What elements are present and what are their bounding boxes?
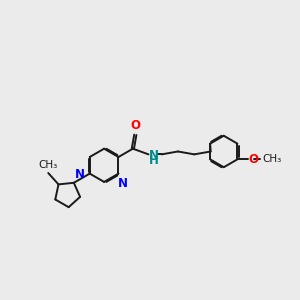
Text: H: H [149,154,159,167]
Text: N: N [75,168,85,181]
Text: O: O [249,153,259,166]
Text: CH₃: CH₃ [39,160,58,170]
Text: N: N [149,149,159,162]
Text: O: O [130,119,140,132]
Text: N: N [118,177,128,190]
Text: CH₃: CH₃ [263,154,282,164]
